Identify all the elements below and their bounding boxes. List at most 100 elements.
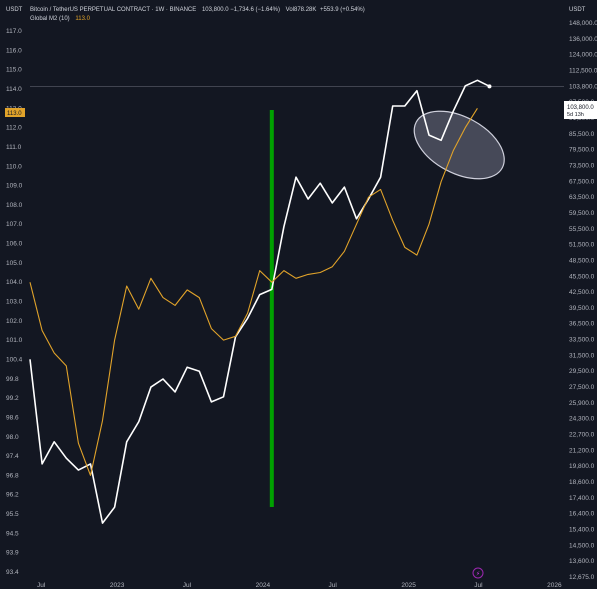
right-tick-label: 15,400.0 xyxy=(569,527,595,534)
right-tick-label: 39,500.0 xyxy=(569,305,595,312)
right-tick-label: 13,600.0 xyxy=(569,558,595,565)
btc-last-point xyxy=(487,84,492,89)
series-layer xyxy=(29,79,492,524)
left-tick-label: 101.0 xyxy=(6,337,23,344)
left-tick-label: 102.0 xyxy=(6,318,23,325)
right-tick-label: 31,500.0 xyxy=(569,352,595,359)
right-tick-label: 19,800.0 xyxy=(569,463,595,470)
right-tick-label: 124,000.0 xyxy=(569,52,597,59)
left-unit-label: USDT xyxy=(6,7,23,13)
symbol-line: Bitcoin / TetherUS PERPETUAL CONTRACT · … xyxy=(30,7,196,13)
left-tick-label: 99.8 xyxy=(6,376,19,383)
lightning-badge-ring xyxy=(472,567,484,579)
ohlc-text: 103,800.0 −1,734.6 (−1.64%) xyxy=(202,7,280,13)
right-tick-label: 55,500.0 xyxy=(569,226,595,233)
right-tick-label: 67,500.0 xyxy=(569,178,595,185)
legend-m2[interactable]: Global M2 (10) 113.0 xyxy=(30,16,91,22)
left-tick-label: 96.2 xyxy=(6,492,19,499)
x-tick-label: Jul xyxy=(183,582,192,589)
right-tick-label: 18,600.0 xyxy=(569,479,595,486)
volume-change: +553.9 (+0.54%) xyxy=(320,7,365,13)
m2-label: Global M2 (10) xyxy=(30,16,70,22)
right-tick-label: 24,300.0 xyxy=(569,416,595,423)
right-tick-label: 17,400.0 xyxy=(569,495,595,502)
m2-value-tag: 113.0 xyxy=(5,108,25,117)
left-tick-label: 110.0 xyxy=(6,163,22,170)
right-tick-label: 36,500.0 xyxy=(569,321,595,328)
global-m2-line[interactable] xyxy=(29,108,478,476)
left-tick-label: 111.0 xyxy=(6,144,22,151)
left-tick-label: 99.2 xyxy=(6,395,19,402)
right-tick-label: 16,400.0 xyxy=(569,511,595,518)
right-tick-label: 48,500.0 xyxy=(569,257,595,264)
lightning-icon: ⚡ xyxy=(476,571,480,578)
right-tick-label: 29,500.0 xyxy=(569,368,595,375)
x-tick-label: 2026 xyxy=(547,582,562,589)
m2-tag-box xyxy=(5,108,25,117)
x-tick-label: Jul xyxy=(474,582,483,589)
left-tick-label: 105.0 xyxy=(6,260,23,267)
right-tick-label: 33,500.0 xyxy=(569,337,595,344)
left-tick-label: 114.0 xyxy=(6,86,22,93)
left-axis: 117.0 116.0 115.0 114.0 113.0 112.0 111.0 110.0… xyxy=(6,28,23,576)
btc-price-countdown: 5d 13h xyxy=(567,112,584,118)
x-tick-label: 2023 xyxy=(110,582,125,589)
right-tick-label: 112,500.0 xyxy=(569,67,597,74)
right-tick-label: 136,000.0 xyxy=(569,36,597,43)
x-tick-label: Jul xyxy=(329,582,338,589)
right-tick-label: 63,500.0 xyxy=(569,194,595,201)
left-tick-label: 116.0 xyxy=(6,47,22,54)
left-tick-label: 94.5 xyxy=(6,530,19,537)
right-tick-label: 103,800.0 xyxy=(569,83,597,90)
right-tick-label: 45,500.0 xyxy=(569,273,595,280)
right-tick-label: 25,900.0 xyxy=(569,400,595,407)
right-tick-label: 14,500.0 xyxy=(569,542,595,549)
green-marker-bar xyxy=(269,110,274,507)
m2-tag-value: 113.0 xyxy=(7,111,22,117)
left-tick-label: 98.6 xyxy=(6,414,19,421)
left-tick-label: 106.0 xyxy=(6,241,23,248)
right-unit-label: USDT xyxy=(569,7,586,13)
right-tick-label: 73,500.0 xyxy=(569,162,595,169)
left-tick-label: 109.0 xyxy=(6,183,23,190)
right-tick-label: 22,700.0 xyxy=(569,432,595,439)
left-tick-label: 96.8 xyxy=(6,472,19,479)
m2-value: 113.0 xyxy=(75,16,90,22)
left-tick-label: 97.4 xyxy=(6,453,19,460)
right-tick-label: 12,675.0 xyxy=(569,574,595,581)
volume-text: Vol878.28K xyxy=(286,7,317,13)
btc-price-value: 103,800.0 xyxy=(567,105,594,111)
left-tick-label: 93.9 xyxy=(6,550,19,557)
right-tick-label: 21,200.0 xyxy=(569,447,595,454)
left-tick-label: 108.0 xyxy=(6,202,23,209)
btc-price-line[interactable] xyxy=(29,79,490,524)
x-tick-label: 2025 xyxy=(401,582,416,589)
left-tick-label: 103.0 xyxy=(6,299,23,306)
x-tick-label: 2024 xyxy=(256,582,271,589)
left-tick-label: 117.0 xyxy=(6,28,22,35)
left-tick-label: 95.5 xyxy=(6,511,19,518)
footer-badge[interactable]: ⚡ xyxy=(472,567,484,579)
right-tick-label: 42,500.0 xyxy=(569,289,595,296)
x-axis: Jul 2023 Jul 2024 Jul 2025 Jul 2026 xyxy=(37,582,562,589)
x-tick-label: Jul xyxy=(37,582,46,589)
left-tick-label: 115.0 xyxy=(6,67,22,74)
btc-price-tag: 103,800.0 5d 13h xyxy=(564,101,597,119)
right-tick-label: 51,500.0 xyxy=(569,242,595,249)
left-tick-label: 100.4 xyxy=(6,356,23,363)
left-tick-label: 98.0 xyxy=(6,434,19,441)
right-tick-label: 27,500.0 xyxy=(569,384,595,391)
btc-price-tag-box xyxy=(564,101,597,119)
legend-symbol[interactable]: Bitcoin / TetherUS PERPETUAL CONTRACT · … xyxy=(30,7,365,13)
left-tick-label: 104.0 xyxy=(6,279,23,286)
left-tick-label: 107.0 xyxy=(6,221,23,228)
left-tick-label: 112.0 xyxy=(6,125,22,132)
right-axis: 148,000.0 136,000.0 124,000.0 112,500.0 103,… xyxy=(569,20,597,581)
right-tick-label: 59,500.0 xyxy=(569,210,595,217)
right-tick-label: 79,500.0 xyxy=(569,147,595,154)
right-tick-label: 85,500.0 xyxy=(569,131,595,138)
right-tick-label: 148,000.0 xyxy=(569,20,597,27)
